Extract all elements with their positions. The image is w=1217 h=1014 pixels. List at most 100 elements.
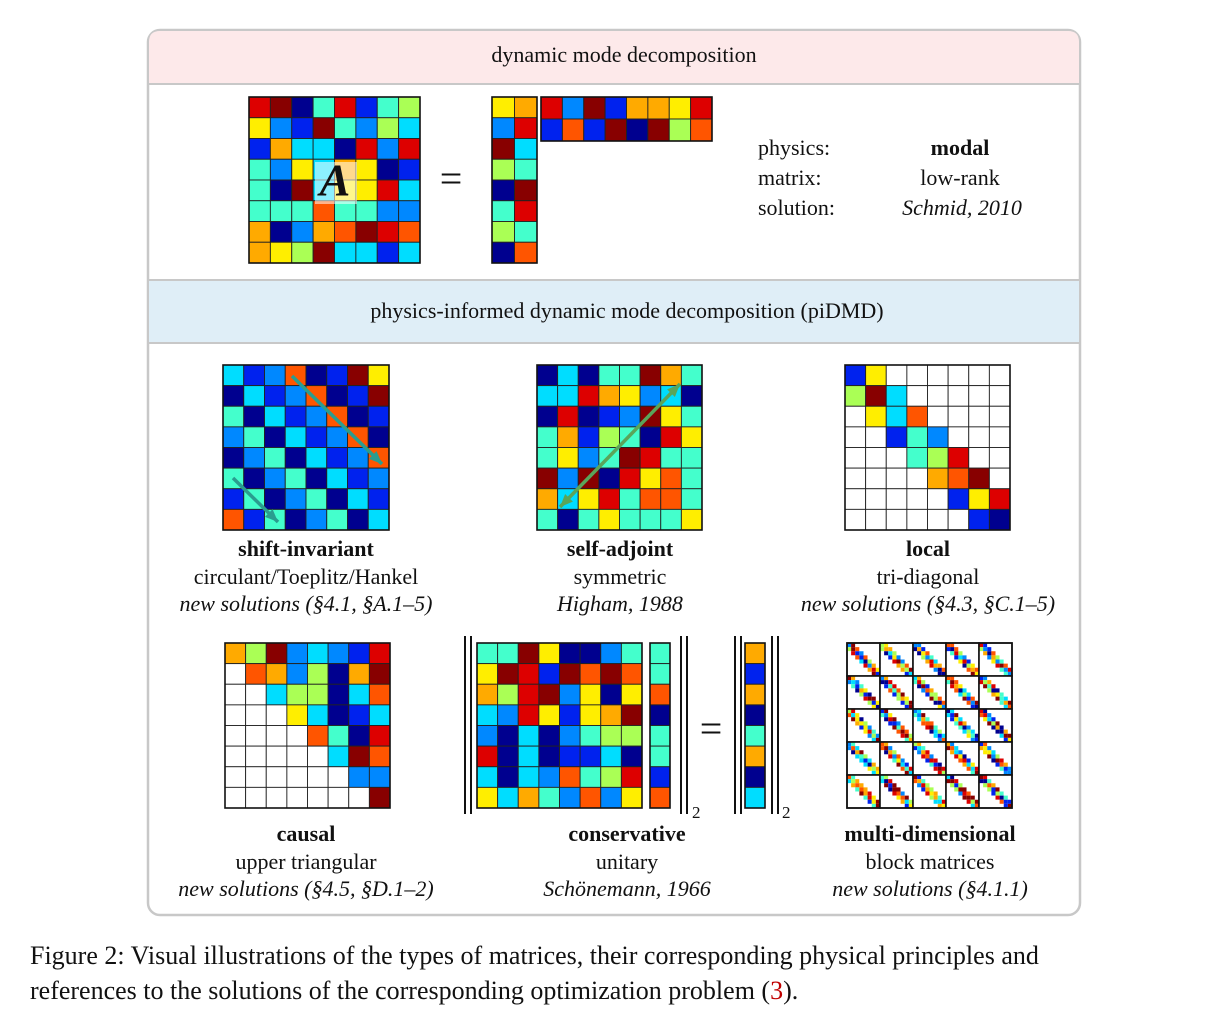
matrix-cell (620, 745, 643, 768)
matrix-cell (867, 779, 872, 784)
matrix-cell (880, 696, 885, 701)
matrix-cell (880, 704, 885, 709)
matrix-cell (892, 758, 897, 763)
matrix-cell (305, 467, 328, 490)
matrix-cell (908, 803, 913, 808)
matrix-cell (859, 676, 864, 681)
matrix-cell (991, 770, 996, 775)
matrix-cell (1007, 725, 1012, 730)
matrix-cell (884, 671, 889, 676)
matrix-cell (968, 385, 990, 407)
matrix-cell (517, 786, 540, 809)
matrix-cell (904, 754, 909, 759)
matrix-cell (871, 725, 876, 730)
matrix-cell (269, 158, 293, 181)
matrix-cell (995, 733, 1000, 738)
matrix-cell (647, 118, 670, 142)
matrix-cell (265, 766, 288, 788)
matrix-cell (875, 655, 880, 660)
matrix-cell (941, 750, 946, 755)
matrix-cell (947, 467, 970, 490)
matrix-cell (974, 709, 979, 714)
matrix-cell (660, 447, 682, 469)
matrix-cell (962, 680, 967, 685)
matrix-cell (888, 758, 893, 763)
matrix-cell (983, 754, 988, 759)
matrix-cell (995, 799, 1000, 804)
matrix-cell (1003, 758, 1008, 763)
matrix-cell (966, 725, 971, 730)
matrix-cell (604, 96, 627, 120)
matrix-cell (979, 787, 984, 792)
matrix-symbol: A (317, 155, 351, 206)
matrix-cell (577, 426, 600, 448)
matrix-cell (946, 647, 951, 652)
matrix-cell (880, 643, 885, 648)
matrix-cell (376, 221, 400, 243)
matrix-cell (941, 659, 946, 664)
matrix-cell (844, 364, 867, 387)
matrix-cell (896, 667, 901, 672)
matrix-cell (929, 643, 934, 648)
equation-ref[interactable]: 3 (770, 976, 783, 1005)
matrix-cell (974, 663, 979, 668)
matrix-cell (906, 447, 928, 469)
matrix-cell (900, 746, 905, 751)
matrix-cell (906, 405, 928, 428)
matrix-cell (933, 717, 938, 722)
item-subtitle: tri-diagonal (877, 564, 980, 589)
matrix-cell (896, 684, 901, 689)
matrix-cell (855, 737, 860, 742)
matrix-cell (619, 405, 641, 428)
arrow (290, 374, 384, 466)
matrix-cell (937, 692, 942, 697)
matrix-cell (855, 721, 860, 726)
matrix-cell (265, 745, 288, 768)
matrix-cell (929, 758, 934, 763)
matrix-cell (966, 746, 971, 751)
matrix-cell (888, 721, 893, 726)
matrix-cell (892, 667, 897, 672)
matrix-cell (954, 696, 959, 701)
matrix-cell (847, 647, 852, 652)
matrix-cell (904, 651, 909, 656)
matrix-cell (913, 762, 918, 767)
matrix-cell (921, 643, 926, 648)
item-subtitle: circulant/Toeplitz/Hankel (194, 564, 418, 589)
matrix-cell (851, 709, 856, 714)
matrix-cell (884, 667, 889, 672)
matrix-cell (974, 704, 979, 709)
matrix-cell (983, 709, 988, 714)
matrix-cell (913, 742, 918, 747)
matrix-cell (937, 746, 942, 751)
matrix-cell (917, 742, 922, 747)
matrix-cell (954, 737, 959, 742)
matrix-cell (538, 766, 560, 788)
matrix-cell (929, 717, 934, 722)
matrix-cell (649, 642, 671, 665)
matrix-cell (979, 779, 984, 784)
matrix-cell (892, 754, 897, 759)
matrix-cell (966, 803, 971, 808)
matrix-cell (987, 783, 992, 788)
matrix-cell (962, 692, 967, 697)
matrix-cell (327, 704, 350, 726)
matrix-border (846, 642, 1013, 809)
matrix-cell (885, 467, 908, 490)
matrix-cell (925, 725, 930, 730)
matrix-cell (867, 704, 872, 709)
matrix-cell (348, 663, 370, 685)
matrix-cell (265, 704, 288, 726)
matrix-cell (875, 791, 880, 796)
matrix-cell (991, 787, 996, 792)
matrix-cell (875, 803, 880, 808)
matrix-cell (851, 696, 856, 701)
matrix-cell (888, 766, 893, 771)
matrix-cell (991, 676, 996, 681)
caption-line: Figure 2: Visual illustrations of the ty… (30, 941, 1039, 970)
matrix-cell (847, 742, 852, 747)
matrix-cell (958, 783, 963, 788)
matrix-cell (619, 447, 641, 469)
matrix-cell (880, 787, 885, 792)
matrix-cell (900, 725, 905, 730)
